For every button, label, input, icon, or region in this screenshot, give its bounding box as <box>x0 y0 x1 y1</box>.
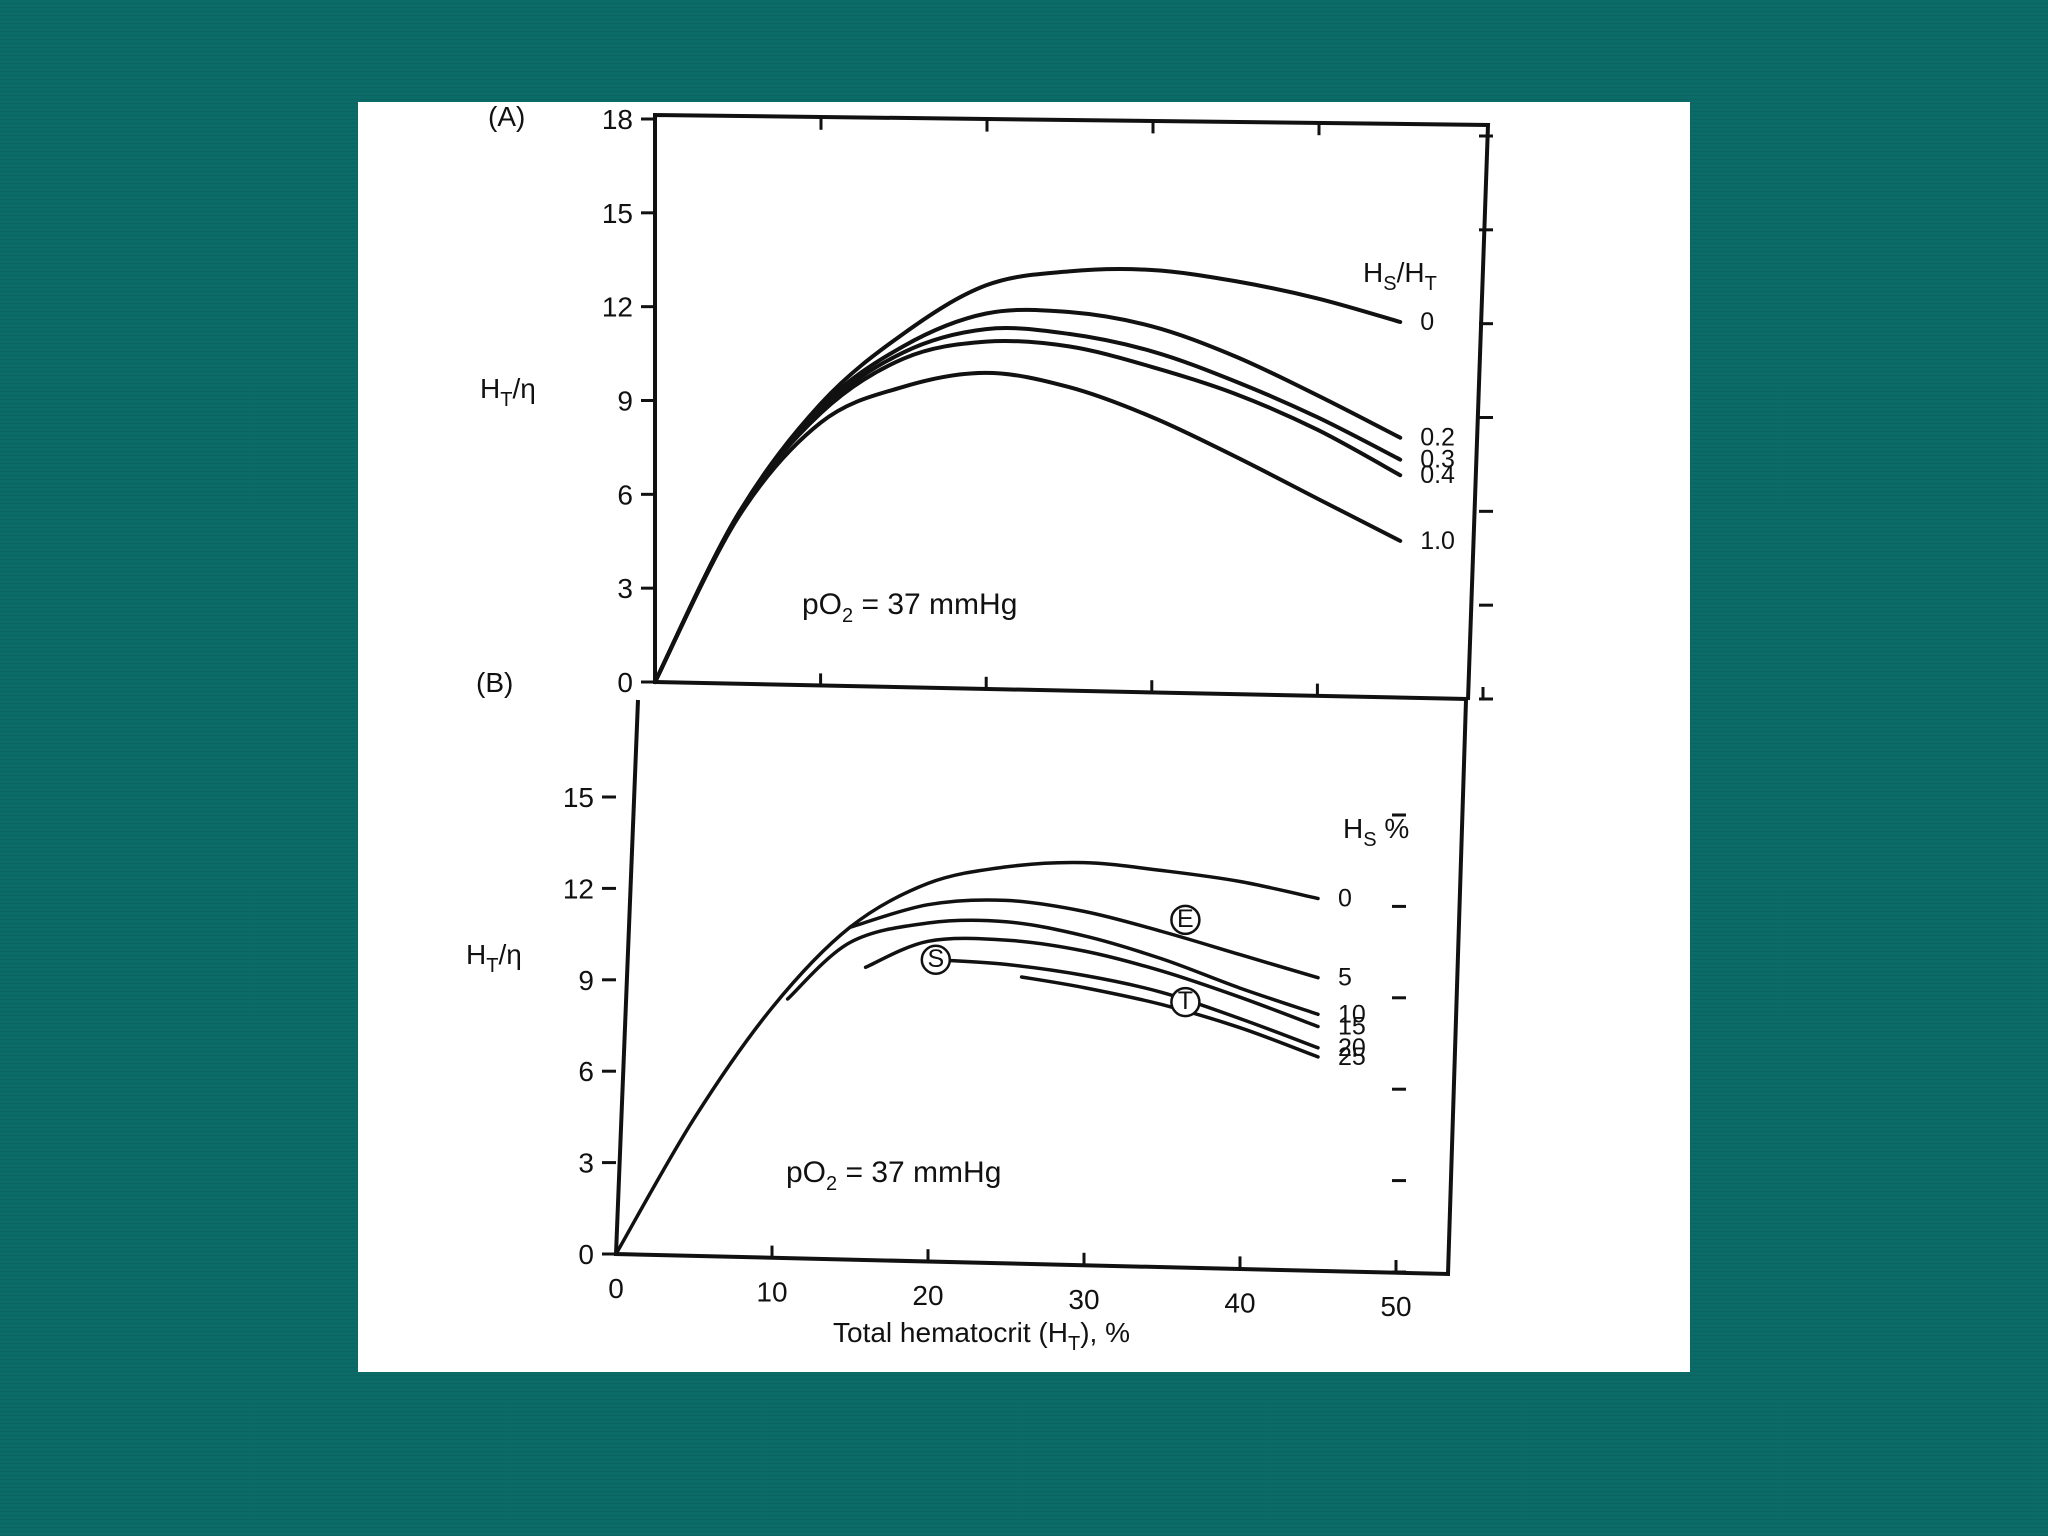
panel-b-y-tick-label: 15 <box>563 782 594 813</box>
panel-a-annotation-main: pO <box>802 588 842 621</box>
panel-b-series-label-25: 25 <box>1338 1043 1366 1071</box>
panel-a-series-label-0-4: 0.4 <box>1420 461 1455 489</box>
panel-a-y-tick-label: 12 <box>602 292 633 323</box>
panel-a-y-tick-label: 15 <box>602 198 633 229</box>
panel-a-series-line-0-2 <box>653 307 1403 684</box>
panel-b-x-tick-label: 30 <box>1068 1284 1099 1315</box>
panel-b-series-line-0 <box>614 860 1320 1256</box>
panel-b-series-line-10 <box>785 918 1320 1017</box>
panel-b-x-title-main: Total hematocrit (H <box>833 1317 1068 1348</box>
panel-a-series-line-0-4 <box>653 338 1403 684</box>
panel-a-y-tick-label: 0 <box>617 667 633 698</box>
panel-b-y-title: HT/η <box>466 939 522 977</box>
panel-b-marker-label-s: S <box>927 945 944 973</box>
panel-b-series-label-0: 0 <box>1338 885 1352 913</box>
panel-a-legend-title-part: S <box>1383 273 1396 295</box>
panel-a-legend-title-part: T <box>1425 273 1437 295</box>
panel-b-series-line-15 <box>863 936 1320 1029</box>
panel-b-series-line-25 <box>1019 975 1320 1059</box>
panel-b-series-line-5 <box>848 898 1320 980</box>
panel-b-legend-title-part: S <box>1363 829 1376 851</box>
panel-b-x-tick-label: 10 <box>756 1277 787 1308</box>
panel-a-series-label-0-3: 0.3 <box>1420 446 1455 474</box>
panel-b-x-tick-label: 50 <box>1380 1291 1411 1322</box>
panel-b-y-title-tail: /η <box>498 939 521 970</box>
panel-b-x-title: Total hematocrit (HT), % <box>833 1317 1130 1355</box>
panel-b-series-line-20 <box>934 958 1320 1050</box>
panel-b-tag: (B) <box>476 667 513 698</box>
panel-b-marker-label-e: E <box>1177 905 1194 933</box>
panel-a-series-label-1-0: 1.0 <box>1420 527 1455 555</box>
panel-b-x-title-tail: ), % <box>1080 1317 1130 1348</box>
panel-b-x-tick-label: 40 <box>1224 1287 1255 1318</box>
panel-a-y-tick-label: 6 <box>617 479 633 510</box>
panel-a-series-label-0-2: 0.2 <box>1420 424 1455 452</box>
panel-b-y-tick-label: 0 <box>578 1239 594 1270</box>
panel-a-y-title: HT/η <box>480 373 536 411</box>
panel-b-series-label-5: 5 <box>1338 964 1352 992</box>
panel-a-y-title-main: H <box>480 373 500 404</box>
panel-b-y-tick-label: 3 <box>578 1148 594 1179</box>
panel-b-y-tick-label: 9 <box>578 965 594 996</box>
panel-a-y-title-sub: T <box>500 389 512 411</box>
panel-b-y-title-main: H <box>466 939 486 970</box>
panel-b-x-title-sub: T <box>1068 1333 1080 1355</box>
figure-panel: (A) 0 3 6 9 12 15 18 HT/η pO2 = 37 mmHg HS/HT 0 0.2 0… <box>358 102 1690 1372</box>
panel-a-legend-title-part: H <box>1363 257 1383 288</box>
panel-a-annotation-sub: 2 <box>842 605 853 627</box>
panel-b-y-tick-label: 12 <box>563 873 594 904</box>
panel-b-y-title-sub: T <box>486 955 498 977</box>
panel-b-annotation: pO2 = 37 mmHg <box>786 1156 1001 1195</box>
panel-a-annotation: pO2 = 37 mmHg <box>802 588 1017 627</box>
panel-b-x-tick-label: 20 <box>912 1280 943 1311</box>
panel-b-legend-title-part: H <box>1343 813 1363 844</box>
panel-b-series-label-15: 15 <box>1338 1012 1366 1040</box>
panel-a-series-line-1-0 <box>653 370 1403 684</box>
panel-b-y-tick-label: 6 <box>578 1056 594 1087</box>
panel-a-y-title-tail: /η <box>512 373 535 404</box>
panel-a-legend-title-part: /H <box>1397 257 1425 288</box>
panel-b-legend-title: HS % <box>1343 813 1409 851</box>
panel-a-y-tick-label: 18 <box>602 104 633 135</box>
panel-b-series-label-10: 10 <box>1338 1000 1366 1028</box>
panel-b-marker-s <box>920 944 952 976</box>
panel-a-series-label-0: 0 <box>1420 308 1434 336</box>
panel-a-legend-title: HS/HT <box>1363 257 1437 295</box>
panel-b-marker-label-t: T <box>1178 987 1193 1015</box>
panel-a-y-tick-label: 3 <box>617 573 633 604</box>
panel-b-x-tick-label: 0 <box>608 1273 624 1304</box>
panel-b-legend-title-part: % <box>1377 813 1410 844</box>
panel-b-series-label-20: 20 <box>1338 1034 1366 1062</box>
panel-b-annotation-sub: 2 <box>826 1173 837 1195</box>
panel-b-marker-e <box>1170 904 1201 936</box>
panel-b-marker-t <box>1170 986 1201 1018</box>
panel-a-annotation-tail: = 37 mmHg <box>853 588 1017 621</box>
panel-a-x-axis <box>654 680 1469 701</box>
panel-a-y-tick-label: 9 <box>617 386 633 417</box>
panel-b-annotation-main: pO <box>786 1156 826 1189</box>
panel-a-tag: (A) <box>488 102 525 132</box>
panel-a-frame <box>653 112 1491 701</box>
panel-b-frame <box>613 699 1468 1277</box>
panel-b-annotation-tail: = 37 mmHg <box>837 1156 1001 1189</box>
